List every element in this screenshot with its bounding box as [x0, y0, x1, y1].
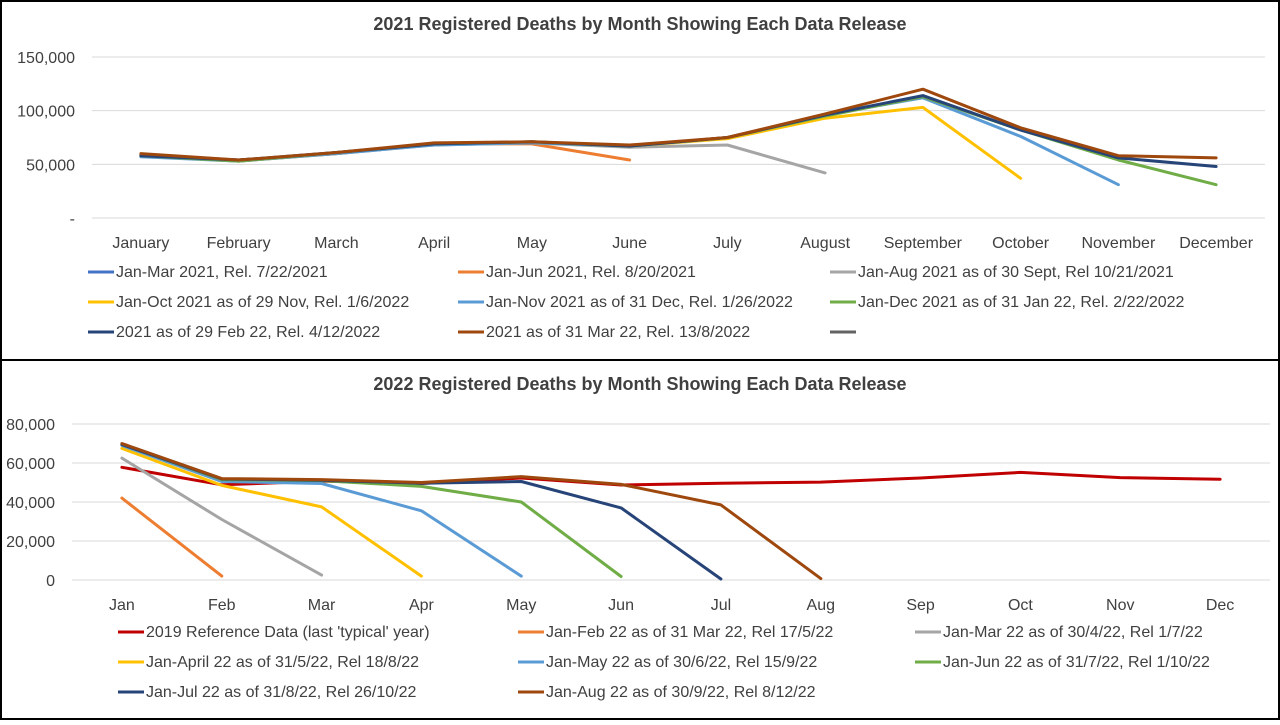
x-tick-label: Oct: [1008, 597, 1033, 614]
legend-label: Jan-Jun 2021, Rel. 8/20/2021: [486, 264, 696, 281]
chart-panel-2: 2022 Registered Deaths by Month Showing …: [6, 374, 1270, 701]
x-tick-label: October: [992, 235, 1050, 252]
x-tick-label: February: [207, 235, 271, 252]
legend-label: 2021 as of 29 Feb 22, Rel. 4/12/2022: [116, 324, 380, 341]
legend-label: Jan-Oct 2021 as of 29 Nov, Rel. 1/6/2022: [116, 294, 409, 311]
legend-label: Jan-Dec 2021 as of 31 Jan 22, Rel. 2/22/…: [858, 294, 1185, 311]
y-tick-label: 0: [46, 573, 55, 590]
y-tick-label: 40,000: [6, 495, 55, 512]
x-tick-label: July: [713, 235, 741, 252]
x-tick-label: Jun: [608, 597, 634, 614]
x-tick-label: December: [1179, 235, 1253, 252]
y-tick-label: 60,000: [6, 456, 55, 473]
x-tick-label: January: [112, 235, 169, 252]
x-tick-label: May: [517, 235, 547, 252]
y-tick-label: 20,000: [6, 534, 55, 551]
x-tick-label: Nov: [1106, 597, 1134, 614]
legend-label: Jan-April 22 as of 31/5/22, Rel 18/8/22: [146, 654, 419, 671]
legend-label: Jan-May 22 as of 30/6/22, Rel 15/9/22: [546, 654, 817, 671]
y-tick-label: -: [70, 211, 75, 228]
y-tick-label: 50,000: [26, 157, 75, 174]
legend-label: Jan-Nov 2021 as of 31 Dec, Rel. 1/26/202…: [486, 294, 793, 311]
x-tick-label: September: [884, 235, 963, 252]
y-tick-label: 150,000: [17, 50, 75, 67]
legend-label: Jan-Jul 22 as of 31/8/22, Rel 26/10/22: [146, 684, 417, 701]
chart-panel-1: 2021 Registered Deaths by Month Showing …: [17, 14, 1265, 341]
x-tick-label: Jan: [109, 597, 135, 614]
series-line-4: [120, 446, 423, 578]
x-tick-label: April: [418, 235, 450, 252]
legend-label: Jan-Mar 22 as of 30/4/22, Rel 1/7/22: [943, 624, 1203, 641]
x-tick-label: Aug: [807, 597, 835, 614]
legend-label: Jan-Mar 2021, Rel. 7/22/2021: [116, 264, 328, 281]
legend-label: Jan-Aug 2021 as of 30 Sept, Rel 10/21/20…: [858, 264, 1174, 281]
chart-title: 2021 Registered Deaths by Month Showing …: [373, 14, 906, 34]
x-tick-label: August: [800, 235, 850, 252]
legend-label: Jan-Jun 22 as of 31/7/22, Rel 1/10/22: [943, 654, 1210, 671]
legend-label: Jan-Aug 22 as of 30/9/22, Rel 8/12/22: [546, 684, 816, 701]
legend-label: 2019 Reference Data (last 'typical' year…: [146, 624, 430, 641]
series-line-3: [120, 456, 324, 577]
x-tick-label: November: [1081, 235, 1155, 252]
series-line-8: [139, 87, 1218, 162]
legend-label: 2021 as of 31 Mar 22, Rel. 13/8/2022: [486, 324, 750, 341]
series-line-8: [120, 442, 823, 581]
x-tick-label: Apr: [409, 597, 435, 614]
x-tick-label: Dec: [1206, 597, 1234, 614]
x-tick-label: Mar: [308, 597, 336, 614]
x-tick-label: Sep: [906, 597, 935, 614]
chart-title: 2022 Registered Deaths by Month Showing …: [373, 374, 906, 394]
y-tick-label: 80,000: [6, 417, 55, 434]
x-tick-label: Jul: [711, 597, 731, 614]
x-tick-label: May: [506, 597, 536, 614]
series-line-2: [120, 496, 224, 578]
legend-label: Jan-Feb 22 as of 31 Mar 22, Rel 17/5/22: [546, 624, 833, 641]
y-tick-label: 100,000: [17, 104, 75, 121]
series-line-3: [139, 141, 827, 175]
x-tick-label: June: [612, 235, 647, 252]
x-tick-label: Feb: [208, 597, 236, 614]
x-tick-label: March: [314, 235, 358, 252]
